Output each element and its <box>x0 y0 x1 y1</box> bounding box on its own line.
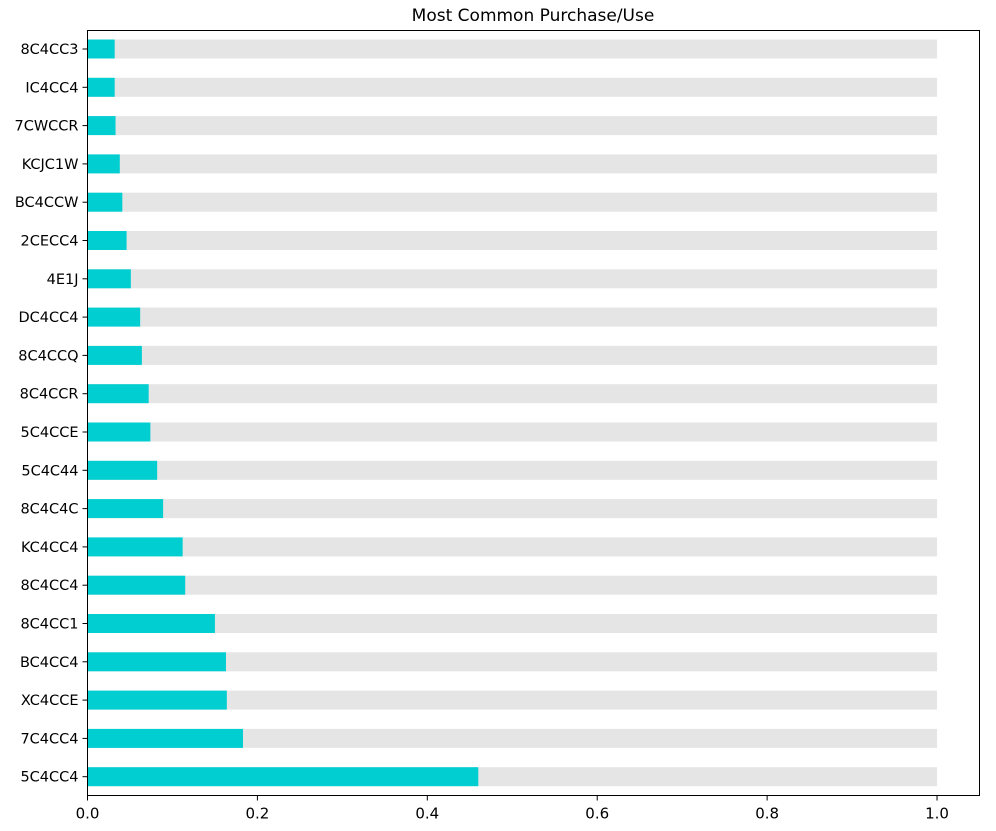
bar-value-17 <box>87 690 227 710</box>
bar-background-10 <box>87 422 938 442</box>
bar-value-5 <box>87 231 127 250</box>
bar-value-10 <box>87 422 151 442</box>
bar-background-5 <box>87 231 938 250</box>
y-tick-label-15: 8C4CC1 <box>20 617 78 633</box>
bar-value-19 <box>87 767 479 787</box>
bar-background-15 <box>87 614 938 633</box>
y-tick-label-19: 5C4CC4 <box>20 770 78 786</box>
x-tick-label-0: 0.0 <box>76 805 100 823</box>
bar-background-4 <box>87 192 938 212</box>
x-tick-label-4: 0.8 <box>755 805 779 823</box>
bar-background-0 <box>87 39 938 59</box>
bar-value-3 <box>87 154 120 174</box>
y-tick-label-4: BC4CCW <box>15 195 79 211</box>
x-tick-label-5: 1.0 <box>925 805 949 823</box>
bar-value-2 <box>87 116 116 136</box>
bar-background-7 <box>87 307 938 327</box>
y-tick-label-7: DC4CC4 <box>19 310 79 326</box>
y-tick-label-13: KC4CC4 <box>21 540 79 556</box>
bar-value-1 <box>87 77 115 97</box>
bar-value-18 <box>87 728 243 748</box>
bar-value-11 <box>87 460 158 480</box>
bar-background-13 <box>87 537 938 557</box>
chart-title: Most Common Purchase/Use <box>412 6 655 26</box>
bar-background-11 <box>87 460 938 480</box>
y-tick-label-1: IC4CC4 <box>25 80 78 96</box>
y-tick-label-2: 7CWCCR <box>14 119 78 135</box>
bar-value-9 <box>87 384 149 404</box>
y-tick-label-5: 2CECC4 <box>21 234 79 250</box>
y-tick-label-8: 8C4CCQ <box>18 348 78 364</box>
axis-layer: 8C4CC3 IC4CC4 7CWCCR KCJC1W BC4CCW 2CECC4 4E1J… <box>14 42 948 823</box>
bar-background-2 <box>87 116 938 136</box>
bar-background-17 <box>87 690 938 710</box>
x-tick-label-3: 0.6 <box>585 805 609 823</box>
y-tick-label-16: BC4CC4 <box>20 655 79 671</box>
bar-value-0 <box>87 39 115 59</box>
y-tick-label-14: 8C4CC4 <box>20 578 78 594</box>
bar-value-13 <box>87 537 183 557</box>
y-tick-label-12: 8C4C4C <box>20 502 78 518</box>
bar-background-12 <box>87 499 938 519</box>
bar-value-16 <box>87 652 226 672</box>
y-tick-label-18: 7C4CC4 <box>20 731 78 747</box>
x-tick-label-2: 0.4 <box>415 805 439 823</box>
y-tick-label-9: 8C4CCR <box>20 387 79 403</box>
bar-background-3 <box>87 154 938 174</box>
bar-value-14 <box>87 575 186 595</box>
x-tick-label-1: 0.2 <box>245 805 269 823</box>
bar-background-9 <box>87 384 938 404</box>
y-tick-label-6: 4E1J <box>47 272 79 288</box>
bar-value-4 <box>87 192 123 212</box>
bar-background-1 <box>87 77 938 97</box>
bar-value-12 <box>87 499 164 519</box>
y-tick-label-0: 8C4CC3 <box>20 42 78 58</box>
bar-background-16 <box>87 652 938 672</box>
y-tick-label-17: XC4CCE <box>21 693 79 709</box>
bar-background-6 <box>87 269 938 289</box>
y-tick-label-3: KCJC1W <box>22 157 79 173</box>
bar-value-15 <box>87 614 215 633</box>
bar-background-8 <box>87 345 938 365</box>
bar-value-8 <box>87 345 142 365</box>
bar-value-6 <box>87 269 131 289</box>
bar-value-7 <box>87 307 141 327</box>
y-tick-label-11: 5C4C44 <box>21 463 78 479</box>
bar-background-18 <box>87 728 938 748</box>
plot-frame <box>87 30 980 796</box>
bars-layer <box>87 39 938 787</box>
y-tick-label-10: 5C4CCE <box>21 425 79 441</box>
bar-background-14 <box>87 575 938 595</box>
